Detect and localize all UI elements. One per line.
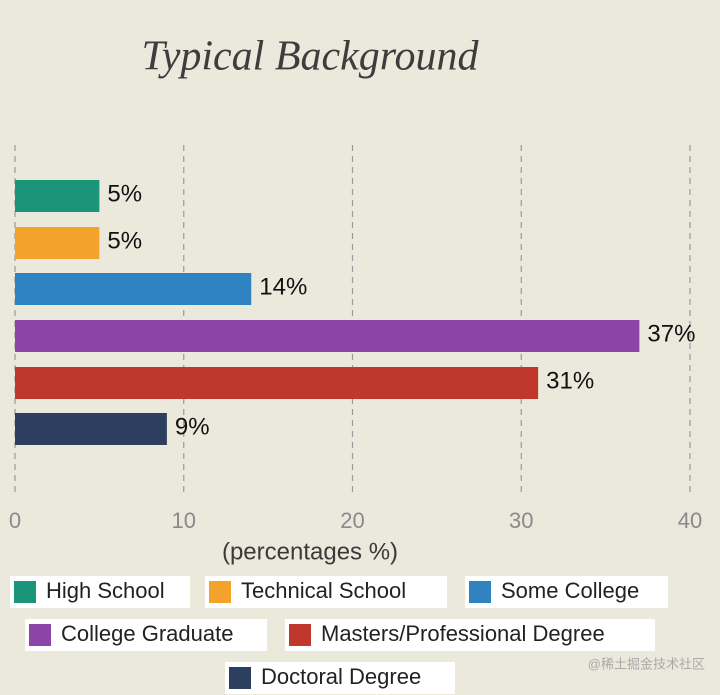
legend-swatch: [209, 581, 231, 603]
legend-swatch: [229, 667, 251, 689]
value-label: 14%: [259, 273, 307, 300]
legend-box: [205, 576, 447, 608]
value-label: 5%: [107, 180, 142, 207]
legend-swatch: [289, 624, 311, 646]
x-tick-label: 40: [678, 508, 702, 533]
bar: [15, 273, 252, 305]
chart-title: Typical Background: [141, 34, 479, 80]
value-label: 5%: [107, 227, 142, 254]
legend-label: Doctoral Degree: [261, 664, 421, 689]
legend-swatch: [29, 624, 51, 646]
legend-swatch: [14, 581, 36, 603]
legend-box: [465, 576, 668, 608]
value-label: 9%: [175, 413, 210, 440]
value-label: 37%: [647, 320, 695, 347]
bar: [15, 227, 100, 259]
legend-box: [285, 619, 655, 651]
x-tick-label: 0: [9, 508, 21, 533]
legend-label: Some College: [501, 578, 639, 603]
bar: [15, 320, 640, 352]
legend-label: High School: [46, 578, 165, 603]
legend-label: Technical School: [241, 578, 406, 603]
watermark: @稀土掘金技术社区: [588, 656, 705, 671]
legend-label: Masters/Professional Degree: [321, 621, 605, 646]
x-axis-label: (percentages %): [222, 538, 398, 565]
x-tick-label: 10: [172, 508, 196, 533]
bar: [15, 367, 539, 399]
legend-box: [25, 619, 267, 651]
bar: [15, 180, 100, 212]
legend-box: [10, 576, 190, 608]
x-tick-label: 30: [509, 508, 533, 533]
legend-box: [225, 662, 455, 694]
legend-label: College Graduate: [61, 621, 233, 646]
x-tick-label: 20: [340, 508, 364, 533]
value-label: 31%: [546, 367, 594, 394]
bar: [15, 413, 167, 445]
legend-swatch: [469, 581, 491, 603]
